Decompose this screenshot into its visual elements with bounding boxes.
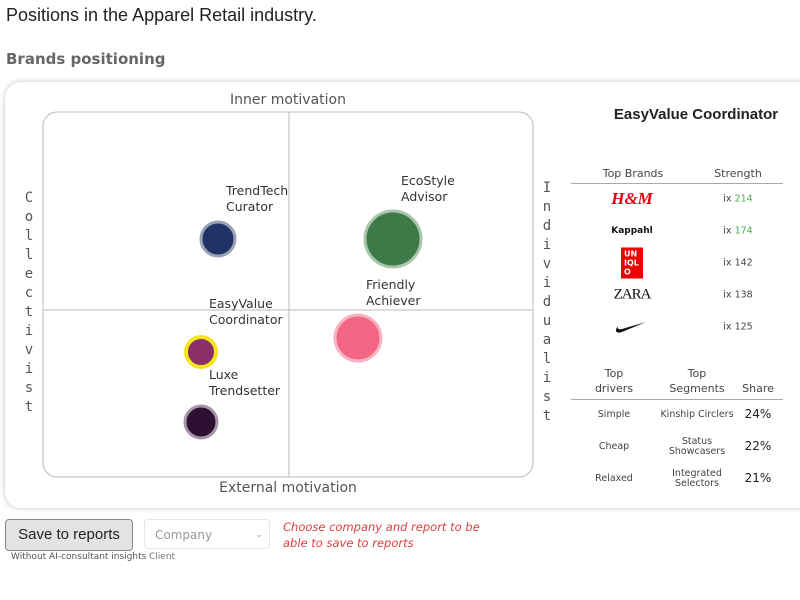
bubble-label: EcoStyle Advisor <box>401 173 455 205</box>
strength: ix 174 <box>723 226 752 237</box>
header-line: Top <box>687 367 707 380</box>
bubble-label: Luxe Trendsetter <box>209 367 280 399</box>
card <box>5 82 800 508</box>
segment-line: Integrated <box>672 468 722 479</box>
strength: ix 142 <box>723 258 752 269</box>
label-line: Trendsetter <box>209 383 281 398</box>
strength: ix 125 <box>723 322 752 333</box>
select-arrow: ⌄ <box>255 530 263 540</box>
column-header: Top drivers <box>595 366 633 396</box>
header-line: Segments <box>669 382 725 395</box>
label-line: Coordinator <box>209 312 283 327</box>
driver: Cheap <box>598 441 630 452</box>
strength-value: 125 <box>734 321 753 333</box>
warning-line: able to save to reports <box>283 536 414 550</box>
button-note: Without AI-consultant insights <box>11 552 147 562</box>
segment-line: Kinship Circlers <box>660 409 734 420</box>
bubble[interactable] <box>363 209 423 269</box>
bubble-label: TrendTech Curator <box>226 183 288 215</box>
bubble[interactable] <box>184 335 218 369</box>
column-header: Top Segments <box>669 366 724 396</box>
segment-line: Status <box>681 436 713 447</box>
strength-prefix: ix <box>723 193 732 205</box>
label-line: Achiever <box>366 293 421 308</box>
strength-value: 174 <box>734 225 753 237</box>
panel-title: EasyValue Coordinator <box>613 106 779 123</box>
driver: Simple <box>597 409 631 420</box>
strength-prefix: ix <box>723 289 732 301</box>
segment: Kinship Circlers <box>660 410 733 420</box>
warning: Choose company and report to be able to s… <box>283 519 480 551</box>
strength-prefix: ix <box>723 257 732 269</box>
segment: Status Showcasers <box>669 437 725 457</box>
divider <box>571 399 783 400</box>
warning-line: Choose company and report to be <box>283 520 480 534</box>
share: 24% <box>744 407 772 421</box>
nike-logo <box>615 322 646 333</box>
label-line: Advisor <box>401 189 448 204</box>
column-header: Top Brands <box>602 167 664 180</box>
brand-logo: UNIQLO <box>621 247 643 279</box>
segment: Integrated Selectors <box>672 469 722 489</box>
select-text: Company <box>155 528 213 542</box>
bubble-label: Friendly Achiever <box>366 277 421 309</box>
bubble[interactable] <box>183 404 219 440</box>
strength-prefix: ix <box>723 225 732 237</box>
bubble[interactable] <box>333 313 383 363</box>
label-line: Curator <box>226 199 274 214</box>
strength: ix 214 <box>723 194 752 205</box>
label-line: TrendTech <box>226 183 289 198</box>
axis-label: Inner motivation <box>230 92 346 108</box>
header-line: Top <box>604 367 624 380</box>
bubble[interactable] <box>199 220 237 258</box>
strength-value: 214 <box>734 193 753 205</box>
strength: ix 138 <box>723 290 752 301</box>
bubble-label: EasyValue Coordinator <box>209 296 283 328</box>
header-line: drivers <box>594 382 634 395</box>
column-header: Share <box>742 382 774 395</box>
section-title: Brands positioning <box>6 50 166 68</box>
label-line: EcoStyle <box>401 173 455 188</box>
company-select[interactable]: Company ⌄ <box>144 519 270 549</box>
strength-value: 138 <box>734 289 753 301</box>
strength-value: 142 <box>734 257 753 269</box>
divider <box>571 183 783 184</box>
driver: Relaxed <box>595 473 633 484</box>
brand-logo: Kappahl <box>611 226 653 236</box>
column-header: Strength <box>714 167 762 180</box>
strength-prefix: ix <box>723 321 732 333</box>
axis-label: Collectivist <box>21 190 37 418</box>
axis-label: Individualist <box>539 180 555 427</box>
segment-line: Selectors <box>675 478 719 489</box>
share: 21% <box>744 471 772 485</box>
select-note: Client <box>149 552 176 562</box>
share: 22% <box>744 439 772 453</box>
brand-logo: ZARA <box>613 286 652 303</box>
map-frame <box>42 111 534 478</box>
brand-logo: H&M <box>611 189 653 208</box>
page-title: Positions in the Apparel Retail industry… <box>6 5 317 25</box>
axis-label: External motivation <box>219 480 357 496</box>
label-line: Friendly <box>366 277 416 292</box>
save-button[interactable]: Save to reports <box>5 519 133 551</box>
label-line: EasyValue <box>209 296 273 311</box>
segment-line: Showcasers <box>668 446 726 457</box>
label-line: Luxe <box>209 367 239 382</box>
